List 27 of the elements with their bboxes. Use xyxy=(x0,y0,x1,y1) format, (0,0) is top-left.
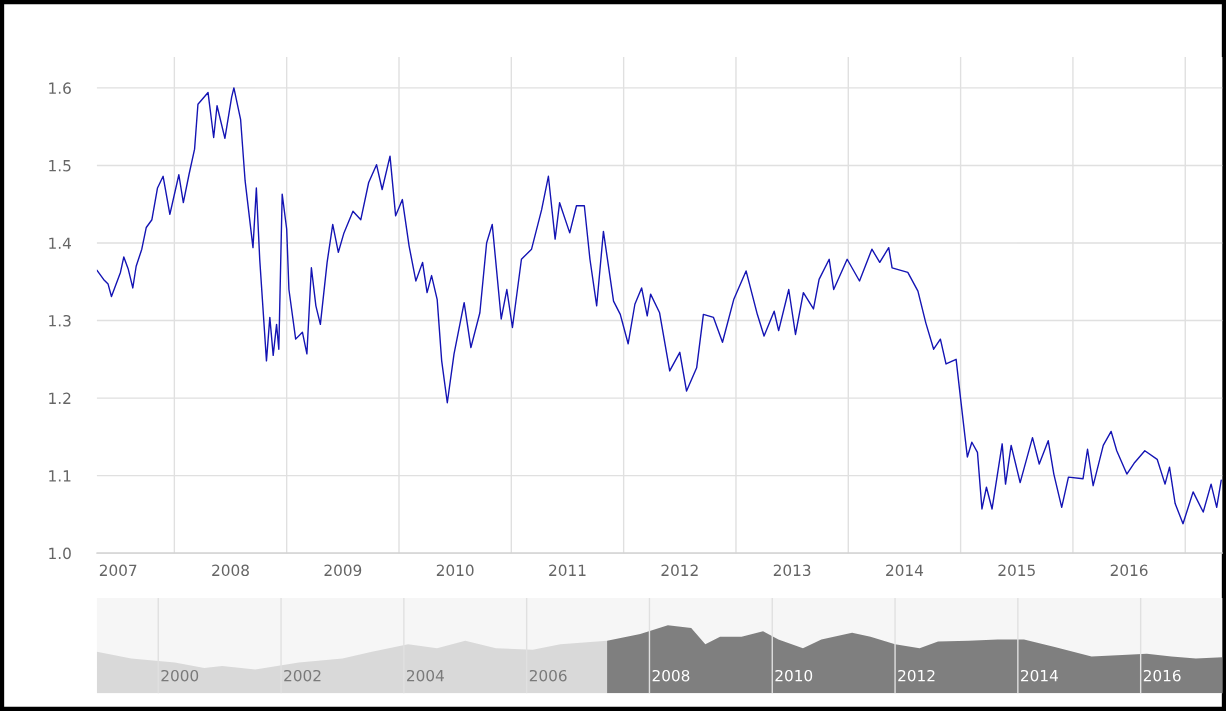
x-tick-label: 2008 xyxy=(212,564,249,577)
x-tick-label: 2009 xyxy=(324,564,362,577)
line-series xyxy=(96,87,1222,525)
y-tick-label: 1.6 xyxy=(49,82,71,94)
x-tick-label: 2015 xyxy=(998,564,1035,577)
y-tick-label: 1.0 xyxy=(49,547,71,560)
x-tick-label: 2010 xyxy=(775,669,813,682)
x-tick-label: 2012 xyxy=(898,669,935,682)
x-tick-label: 2012 xyxy=(661,564,698,577)
x-tick-label: 2011 xyxy=(549,564,586,577)
x-tick-label: 2016 xyxy=(1143,669,1181,682)
y-tick-label: 1.3 xyxy=(49,314,71,327)
x-tick-label: 2016 xyxy=(1110,564,1148,577)
y-tick-label: 1.1 xyxy=(49,470,71,482)
y-tick-label: 1.2 xyxy=(49,392,71,404)
x-tick-label: 2004 xyxy=(407,669,444,682)
x-tick-label: 2007 xyxy=(99,564,137,577)
x-tick-label: 2002 xyxy=(284,669,321,682)
y-tick-label: 1.4 xyxy=(49,237,71,249)
x-tick-label: 2014 xyxy=(886,564,924,577)
x-tick-label: 2008 xyxy=(652,669,690,682)
x-tick-label: 2006 xyxy=(529,669,567,682)
y-tick-label: 1.5 xyxy=(49,160,71,172)
x-tick-label: 2010 xyxy=(436,564,474,577)
x-tick-label: 2000 xyxy=(161,669,199,682)
x-tick-label: 2014 xyxy=(1021,669,1058,682)
x-tick-label: 2013 xyxy=(773,564,811,577)
